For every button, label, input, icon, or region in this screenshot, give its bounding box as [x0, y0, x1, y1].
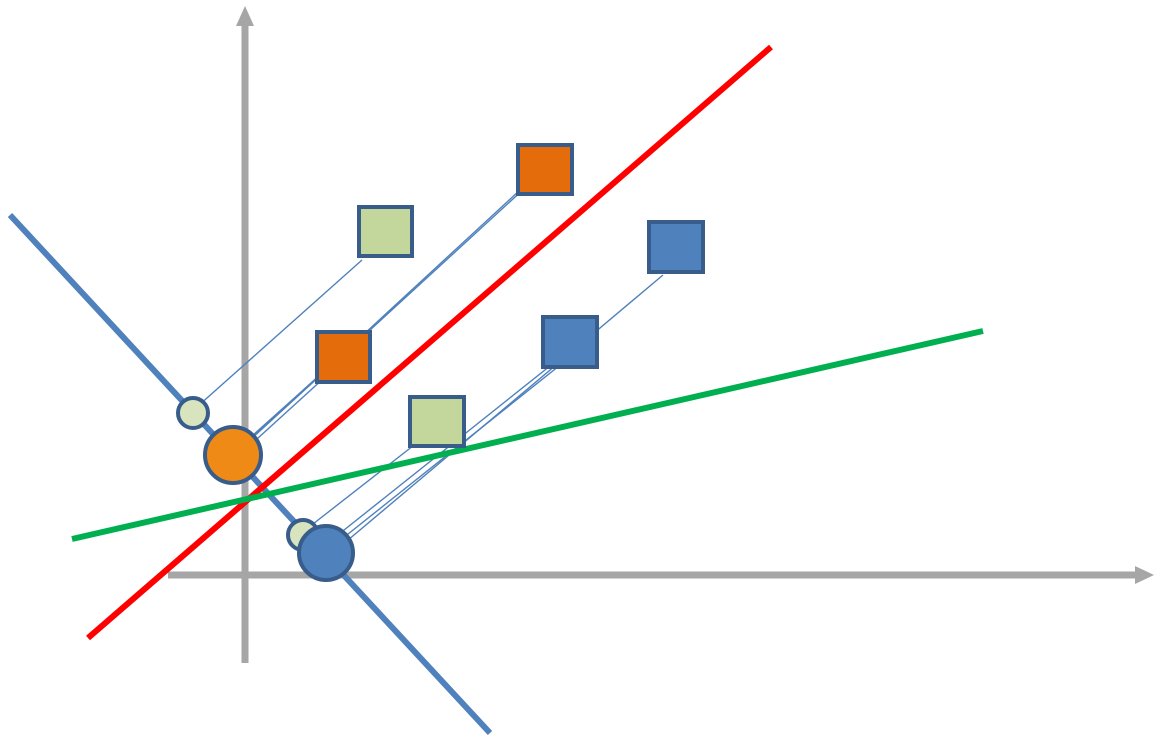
data-squares	[315, 143, 705, 448]
green-square-upper	[357, 205, 414, 258]
separator-lines	[7, 44, 984, 736]
projected-points	[176, 396, 355, 582]
connector-line-green-top	[197, 259, 363, 407]
green-square-lower	[408, 395, 466, 448]
projected-point-orange	[203, 425, 263, 485]
blue-square-upper	[647, 220, 705, 274]
projected-point-blue	[297, 524, 355, 582]
y-axis-arrowhead	[236, 6, 254, 26]
projected-point-green-upper	[176, 396, 210, 430]
red-separator-line	[86, 44, 773, 641]
orange-square-upper	[516, 143, 574, 196]
x-axis-arrowhead	[1135, 566, 1154, 584]
green-separator-line	[71, 328, 984, 542]
connector-lines	[197, 186, 664, 552]
orange-square-middle	[315, 330, 372, 384]
blue-square-middle	[541, 315, 599, 369]
connector-line-blue-middle-b	[323, 353, 566, 547]
